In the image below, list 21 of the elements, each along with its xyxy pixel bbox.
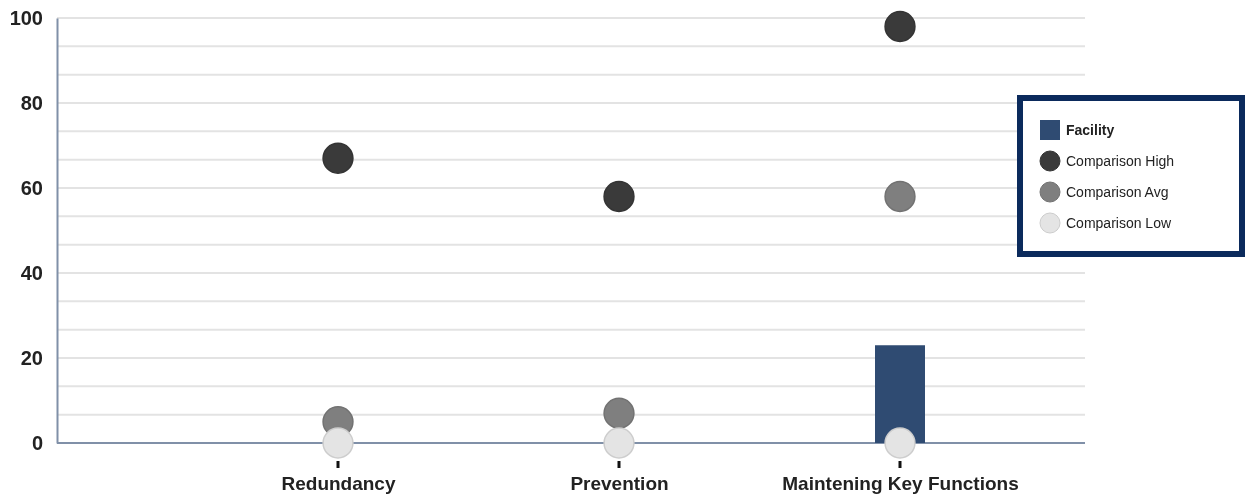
legend-label: Comparison Avg [1066,184,1169,200]
y-tick-label: 60 [20,176,43,199]
y-tick-label: 0 [31,431,43,454]
y-tick-label: 100 [9,6,43,29]
legend-label: Comparison High [1066,153,1175,169]
x-tick-label: Maintening Key Functions [782,473,1019,495]
legend-label: Facility [1066,122,1115,138]
point [322,427,354,459]
y-tick-label: 40 [20,261,43,284]
legend-label: Comparison Low [1066,215,1172,231]
x-tick-label: Redundancy [281,473,396,495]
y-tick-label: 20 [20,346,43,369]
point [603,397,635,429]
y-tick-label: 80 [20,91,43,114]
point [884,180,916,213]
point [884,10,916,43]
point [603,180,635,213]
point [322,142,354,174]
x-tick-label: Prevention [570,473,669,495]
point [603,427,635,459]
point [884,427,916,459]
